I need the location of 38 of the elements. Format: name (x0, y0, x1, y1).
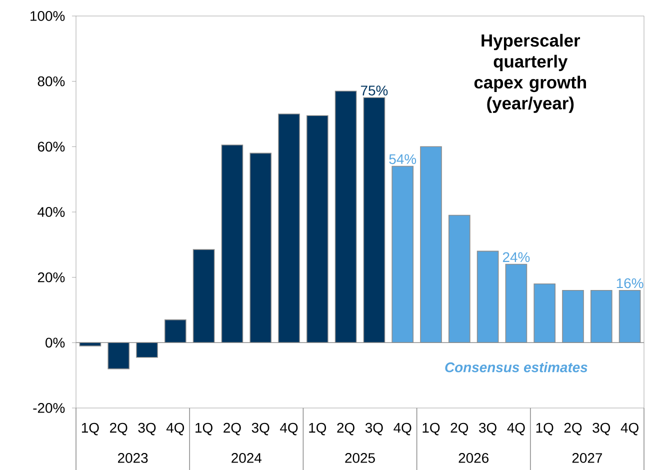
y-tick-label: 80% (38, 76, 65, 86)
y-tick-label: 20% (38, 272, 65, 282)
x-tick-label: 2Q (224, 422, 241, 436)
x-tick-label: 1Q (422, 422, 440, 436)
data-label: 75% (360, 85, 388, 96)
x-tick-label: 4Q (507, 422, 525, 436)
y-tick-label: 100% (30, 10, 65, 21)
x-tick-label: 3Q (252, 422, 270, 436)
text: Hyperscaler quarterly capex growth (year/year) (474, 34, 586, 113)
data-label: 54% (389, 154, 416, 164)
x-tick-label: 3Q (138, 422, 156, 436)
x-tick-label: 4Q (166, 422, 184, 436)
y-tick-label: 60% (38, 142, 65, 152)
text: 2025 (345, 452, 375, 463)
text: 2023 (118, 452, 148, 463)
y-tick-label: 40% (38, 206, 65, 217)
x-tick-label: 2Q (564, 422, 582, 436)
x-tick-label: 1Q (309, 422, 326, 436)
x-tick-label: 2Q (450, 422, 468, 436)
x-tick-label: 4Q (280, 422, 298, 436)
text: 2027 (572, 452, 602, 463)
x-tick-label: 4Q (620, 422, 638, 436)
annotation: Consensus estimates (445, 362, 588, 372)
data-label: 24% (502, 252, 530, 262)
data-label: 16% (616, 278, 644, 288)
x-tick-label: 1Q (536, 422, 554, 436)
x-tick-label: 4Q (394, 422, 412, 436)
x-tick-label: 3Q (365, 422, 383, 436)
y-tick-label: 0% (46, 338, 65, 348)
x-tick-label: 2Q (110, 422, 128, 436)
x-tick-label: 2Q (337, 422, 354, 436)
text: 2026 (458, 452, 488, 463)
x-tick-label: 3Q (479, 422, 496, 436)
x-tick-label: 3Q (592, 422, 610, 436)
y-tick-label: -20% (33, 402, 65, 413)
text: 2024 (232, 452, 262, 463)
x-tick-label: 1Q (196, 422, 212, 436)
x-tick-label: 1Q (82, 422, 99, 436)
